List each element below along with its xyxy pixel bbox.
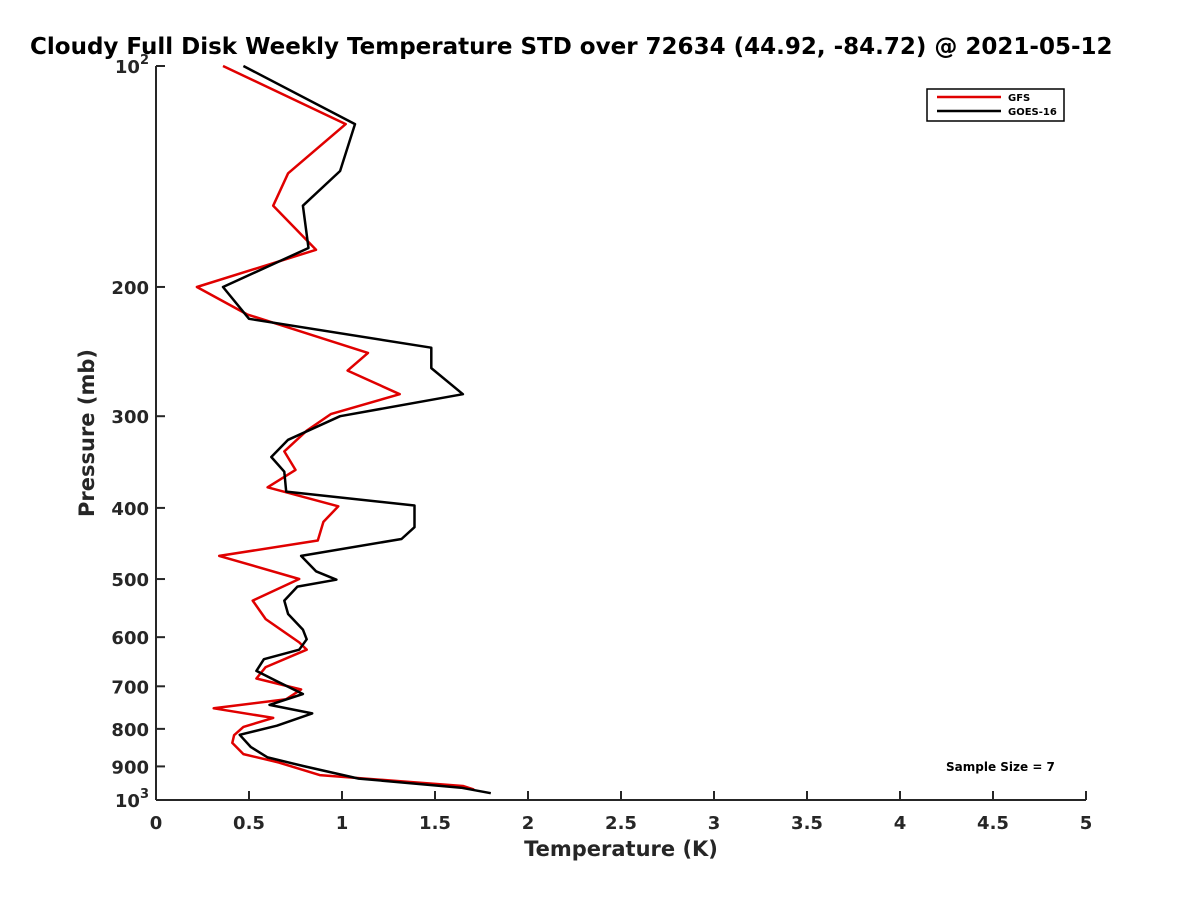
y-tick-label: 103	[115, 787, 149, 812]
x-tick-label: 4	[894, 813, 907, 834]
y-tick-label-base: 500	[111, 570, 149, 591]
chart-title: Cloudy Full Disk Weekly Temperature STD …	[30, 34, 1113, 60]
x-tick-label: 2.5	[605, 813, 637, 834]
x-tick-label: 0	[150, 813, 163, 834]
x-tick-label: 1	[336, 813, 349, 834]
legend-label-gfs: GFS	[1008, 93, 1030, 104]
y-tick-label-base: 600	[111, 628, 149, 649]
y-tick-label: 800	[111, 720, 149, 741]
sample-size-annotation: Sample Size = 7	[946, 760, 1055, 774]
y-tick-label-base: 400	[111, 499, 149, 520]
y-tick-label: 102	[115, 53, 149, 78]
y-tick-label-base: 10	[115, 57, 140, 78]
y-tick-label-base: 300	[111, 407, 149, 428]
y-tick-label-exponent: 3	[140, 787, 149, 802]
series-layer	[195, 64, 492, 795]
y-tick-label: 700	[111, 677, 149, 698]
y-tick-label: 500	[111, 570, 149, 591]
y-axis-label: Pressure (mb)	[75, 349, 99, 517]
y-tick-label-base: 700	[111, 677, 149, 698]
x-tick-label: 2	[522, 813, 535, 834]
y-tick-label-base: 200	[111, 278, 149, 299]
y-tick-label: 400	[111, 499, 149, 520]
y-tick-label-exponent: 2	[140, 53, 149, 68]
x-tick-label: 5	[1080, 813, 1093, 834]
y-tick-label: 600	[111, 628, 149, 649]
x-ticks: 0 0.5 1 1.5 2 2.5 3 3.5 4 4.5 5	[150, 791, 1093, 834]
x-tick-label: 3.5	[791, 813, 823, 834]
y-tick-label: 300	[111, 407, 149, 428]
series-line-goes16	[221, 64, 492, 795]
y-tick-label-base: 10	[115, 791, 140, 812]
x-tick-label: 0.5	[233, 813, 265, 834]
y-tick-label: 200	[111, 278, 149, 299]
legend: GFS GOES-16	[926, 88, 1065, 122]
x-tick-label: 3	[708, 813, 721, 834]
x-tick-label: 4.5	[977, 813, 1009, 834]
legend-label-goes16: GOES-16	[1008, 107, 1057, 118]
y-tick-label: 900	[111, 757, 149, 778]
y-tick-label-base: 900	[111, 757, 149, 778]
x-tick-label: 1.5	[419, 813, 451, 834]
legend-box	[926, 88, 1065, 122]
y-tick-label-base: 800	[111, 720, 149, 741]
x-axis-label: Temperature (K)	[524, 837, 718, 861]
